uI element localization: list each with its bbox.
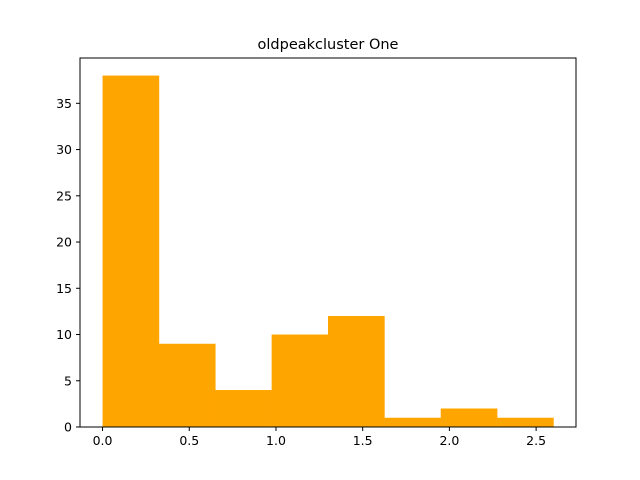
histogram-bar bbox=[384, 417, 442, 427]
histogram-bar bbox=[440, 408, 498, 427]
x-tick-label: 0.5 bbox=[179, 433, 199, 448]
plot-frame bbox=[79, 57, 577, 428]
histogram-bar bbox=[328, 316, 385, 427]
x-tick-label: 1.0 bbox=[266, 433, 286, 448]
y-tick-label: 30 bbox=[56, 142, 72, 157]
bars-group bbox=[102, 75, 554, 427]
y-tick-label: 15 bbox=[56, 281, 72, 296]
x-axis: 0.0 0.5 1.0 1.5 2.0 2.5 bbox=[93, 427, 546, 448]
x-tick-label: 1.5 bbox=[353, 433, 373, 448]
histogram-bar bbox=[215, 390, 272, 427]
y-tick-label: 0 bbox=[64, 420, 72, 435]
histogram-bar bbox=[271, 334, 329, 427]
histogram-bar bbox=[497, 417, 554, 427]
y-tick-label: 20 bbox=[56, 235, 72, 250]
histogram-bar bbox=[102, 75, 160, 427]
x-tick-label: 2.5 bbox=[526, 433, 546, 448]
y-tick-label: 35 bbox=[56, 96, 72, 111]
y-tick-label: 5 bbox=[64, 373, 72, 388]
chart-title: oldpeakcluster One bbox=[258, 37, 399, 53]
y-tick-label: 25 bbox=[56, 188, 72, 203]
y-axis: 0 5 10 15 20 25 30 35 bbox=[56, 96, 80, 435]
histogram-bar bbox=[158, 343, 216, 427]
x-tick-label: 0.0 bbox=[93, 433, 113, 448]
x-tick-label: 2.0 bbox=[439, 433, 459, 448]
y-tick-label: 10 bbox=[56, 327, 72, 342]
